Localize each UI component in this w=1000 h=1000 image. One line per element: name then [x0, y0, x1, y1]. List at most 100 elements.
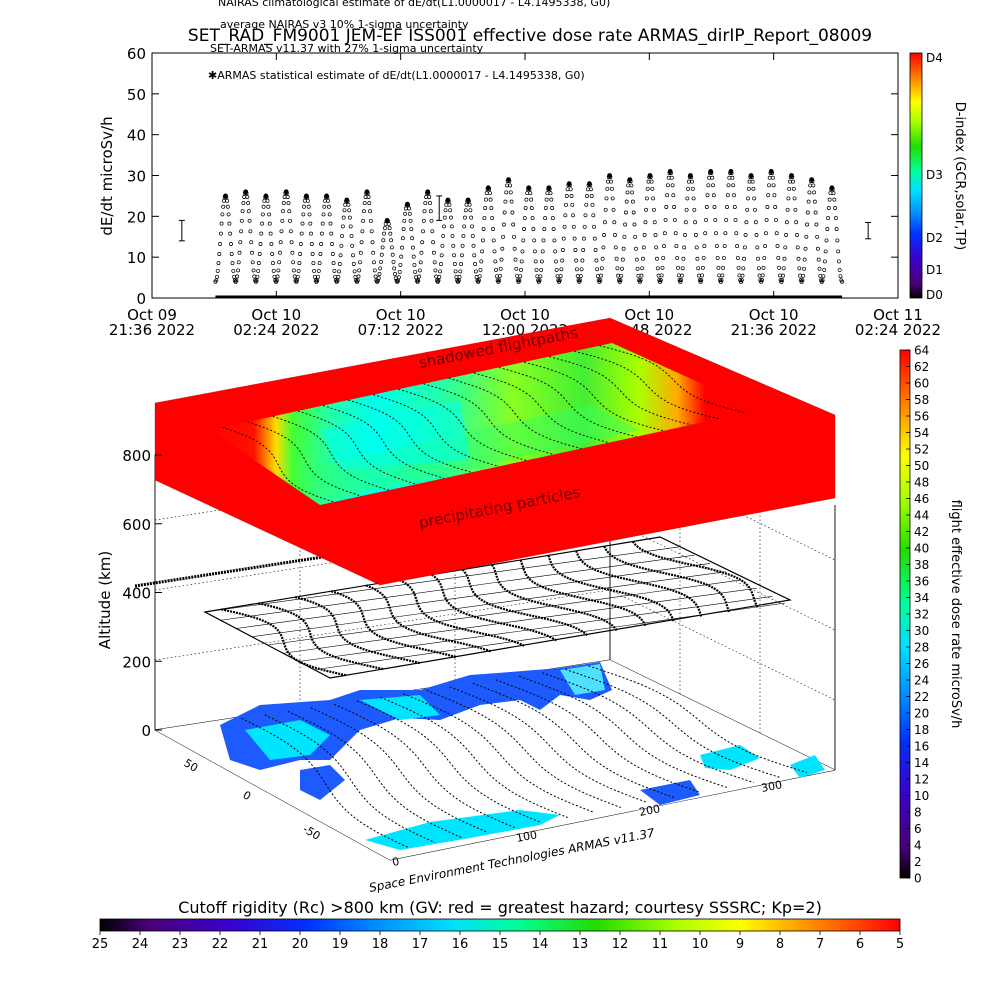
series-point: [737, 273, 742, 278]
series-point: [571, 213, 575, 218]
series-point: [662, 244, 666, 249]
series-point: [589, 194, 594, 198]
dose-tick-label: 12: [914, 773, 929, 787]
series-point: [704, 205, 709, 209]
series-point: [259, 231, 264, 236]
series-point: [767, 183, 771, 188]
series-point: [801, 273, 806, 278]
series-point: [732, 193, 736, 198]
series-point: [420, 240, 425, 245]
x-tick-time: 21:36 2022: [109, 321, 195, 339]
series-point: [805, 222, 810, 227]
series-point: [362, 201, 367, 206]
series-point: [753, 207, 757, 212]
series-point: [515, 273, 520, 278]
series-point: [649, 179, 654, 184]
series-point: [599, 266, 604, 271]
series-point: [337, 262, 342, 266]
series-point: [376, 276, 381, 281]
series-point: [401, 227, 406, 232]
series-point: [642, 233, 647, 237]
series-point: [494, 274, 499, 279]
series-point: [836, 259, 841, 264]
series-point: [356, 274, 361, 279]
series-point: [219, 221, 224, 226]
orbit-track: [547, 555, 675, 622]
sheet-track: [322, 405, 444, 479]
lon-tick-0: 0: [391, 855, 400, 869]
series-point: [421, 229, 425, 234]
series-point: [363, 195, 368, 199]
legend-entry-nairas-uncertainty: average NAIRAS v3 10% 1-sigma uncertaint…: [220, 18, 469, 31]
series-point: [391, 259, 396, 264]
dose-tick-label: 36: [914, 575, 929, 589]
series-point: [721, 265, 726, 270]
rigidity-tick-label: 10: [692, 937, 709, 952]
series-point: [797, 266, 802, 271]
dose-tick-label: 46: [914, 492, 929, 506]
series-point: [840, 279, 845, 284]
series-point: [735, 244, 740, 249]
series-point: [658, 278, 663, 283]
series-point: [427, 195, 432, 199]
series-point: [685, 196, 690, 201]
series-point: [239, 218, 244, 223]
series-point: [280, 218, 285, 223]
rigidity-tick-label: 12: [612, 937, 629, 952]
series-point: [725, 193, 730, 198]
altitude-axis: 0 200 400 600 800: [122, 447, 162, 740]
series-point: [353, 275, 358, 279]
series-point: [397, 269, 402, 274]
landmass-antarctica: [365, 810, 560, 850]
series-point: [399, 254, 404, 259]
series-point: [811, 183, 816, 188]
ground-track: [264, 714, 436, 843]
series-point: [705, 193, 710, 198]
series-point: [826, 216, 831, 221]
series-point: [800, 278, 805, 283]
sheet-track: [599, 345, 747, 414]
rigidity-colorbar-ticks: 25 24 23 22 21 20 19 18 17 16 15 14 13 12 11 10 9 8 7 6 5: [92, 931, 904, 952]
series-point: [250, 250, 254, 255]
series-point: [489, 206, 494, 210]
series-point: [235, 274, 240, 279]
orbit-crossline: [267, 579, 742, 646]
series-point: [473, 262, 478, 266]
series-point: [659, 273, 664, 278]
series-point: [222, 198, 226, 203]
series-point: [745, 207, 750, 212]
series-point: [221, 204, 226, 209]
series-point: [278, 240, 283, 245]
dose-tick-label: 64: [914, 344, 929, 358]
orbit-track: [631, 540, 759, 609]
series-point: [683, 233, 687, 237]
series-point: [522, 227, 527, 231]
series-point: [690, 186, 695, 191]
series-point: [312, 268, 317, 273]
series-point: [676, 265, 680, 270]
series-point: [750, 179, 755, 184]
series-point: [431, 240, 436, 245]
series-point: [660, 265, 665, 270]
series-point: [833, 216, 838, 221]
series-point: [502, 210, 507, 215]
series-point: [538, 274, 543, 279]
peak-point: [647, 173, 653, 178]
series-point: [471, 243, 476, 248]
peak-point: [708, 169, 714, 174]
series-point: [603, 207, 608, 212]
series-point: [522, 216, 527, 221]
series-point: [274, 278, 279, 283]
series-point: [302, 198, 307, 203]
series-point: [340, 233, 345, 238]
dose-sheet: shadowed flightpaths precipitating parti…: [154, 317, 836, 586]
rigidity-tick-label: 9: [736, 937, 744, 952]
peak-point: [243, 189, 249, 195]
series-point: [584, 202, 589, 207]
series-point: [643, 220, 648, 225]
peak-point: [405, 201, 410, 207]
series-point: [651, 207, 656, 212]
series-point: [342, 208, 347, 213]
series-point: [821, 274, 826, 279]
